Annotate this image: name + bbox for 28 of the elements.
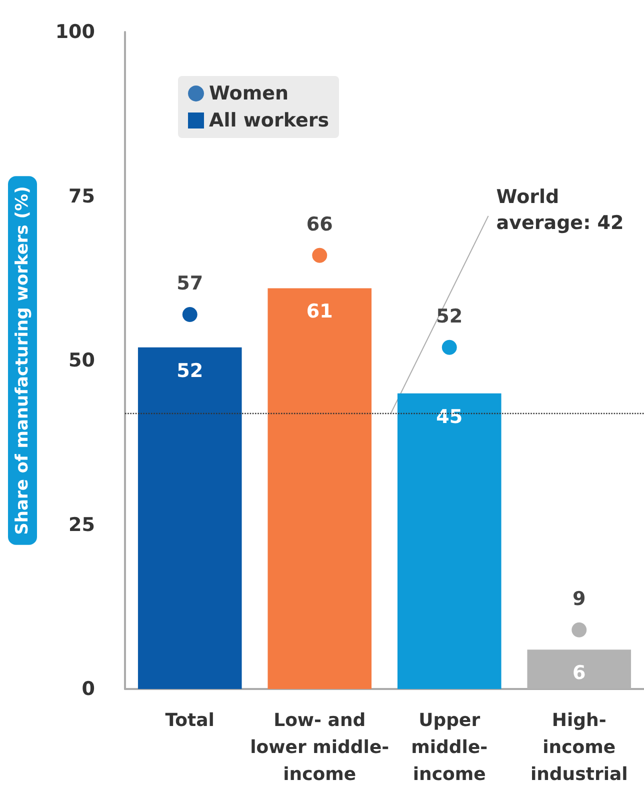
data-label: 52 [176, 360, 204, 382]
legend-label: All workers [209, 110, 330, 132]
point [442, 340, 457, 355]
x-tick-label: Low- and lower middle- income [250, 710, 390, 785]
y-tick-label: 75 [68, 185, 95, 208]
data-label: 57 [176, 272, 204, 295]
data-label: 52 [436, 305, 463, 328]
ref-line-label: World average: 42 [496, 186, 624, 234]
bar [397, 393, 502, 689]
data-label: 6 [572, 662, 586, 684]
bar [268, 288, 372, 689]
y-tick-label: 0 [82, 678, 95, 700]
x-tick-label: Total [165, 710, 214, 731]
data-label: 9 [572, 588, 586, 610]
point [312, 248, 328, 263]
y-axis-title: Share of manufacturing workers (%) [12, 186, 32, 535]
point [572, 622, 587, 638]
data-label: 61 [306, 300, 333, 323]
y-tick-label: 50 [68, 350, 95, 372]
legend-label: Women [209, 82, 289, 104]
data-label: 45 [436, 406, 463, 428]
y-tick-label: 100 [55, 21, 95, 43]
bar [138, 347, 242, 689]
x-tick-label: Upper middle- income [411, 710, 488, 785]
point [182, 307, 198, 322]
y-tick-label: 25 [68, 514, 95, 536]
data-label: 66 [306, 213, 333, 236]
x-tick-label: High- income industrial [530, 710, 628, 785]
